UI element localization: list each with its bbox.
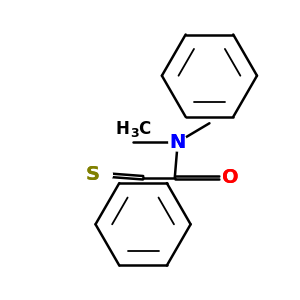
- Text: O: O: [222, 168, 238, 187]
- Text: N: N: [169, 133, 186, 152]
- Text: H: H: [115, 120, 129, 138]
- Circle shape: [221, 169, 239, 187]
- Text: C: C: [138, 120, 150, 138]
- Text: N: N: [169, 133, 186, 152]
- Circle shape: [169, 133, 187, 151]
- Text: S: S: [85, 165, 100, 184]
- Text: 3: 3: [130, 127, 139, 140]
- Circle shape: [94, 166, 112, 184]
- Text: O: O: [222, 168, 238, 187]
- Text: S: S: [85, 165, 100, 184]
